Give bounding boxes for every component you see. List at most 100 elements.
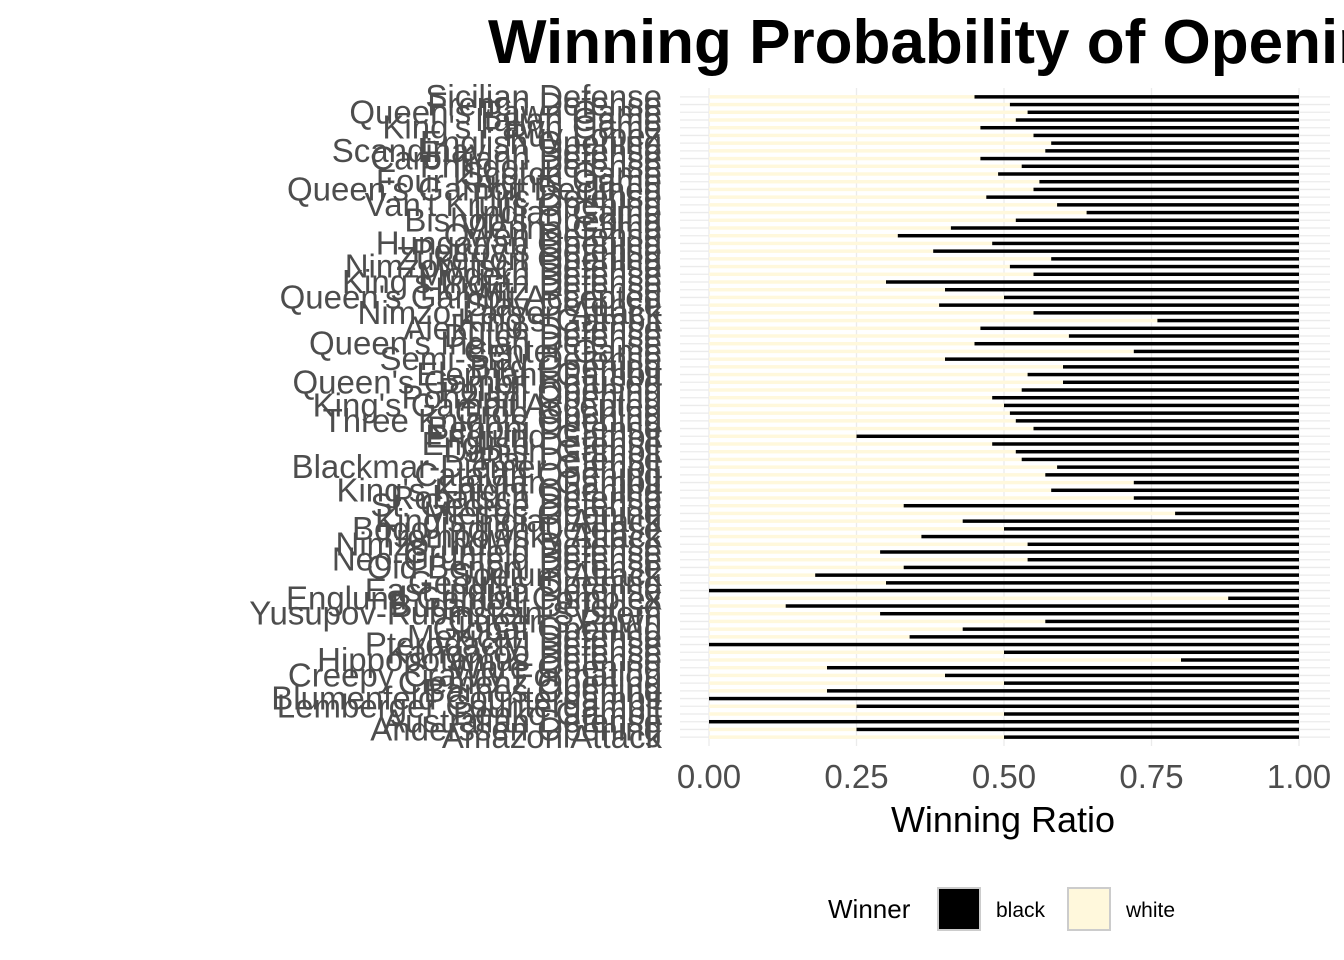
bar-segment-black <box>1051 257 1299 261</box>
bar-segment-white <box>709 102 1010 107</box>
bar-segment-white <box>709 218 1016 223</box>
bar-segment-black <box>1133 349 1299 354</box>
bar-segment-white <box>709 650 1004 655</box>
bar-segment-black <box>1033 426 1299 431</box>
bar-segment-black <box>1015 218 1299 223</box>
category-label: Caro-Kann Defense <box>370 140 662 177</box>
category-label: Vienna Game <box>461 209 662 246</box>
bar-segment-black <box>897 233 1299 238</box>
bar-segment-white <box>709 519 963 523</box>
bar-segment-white <box>709 689 827 693</box>
bar-segment-white <box>709 565 904 570</box>
bar-segment-white <box>709 395 993 400</box>
bar-segment-black <box>903 503 1299 508</box>
bar-segment-black <box>1027 110 1299 115</box>
category-label: Benoni Defense <box>427 410 662 447</box>
category-label: Sicilian Defense <box>425 78 662 115</box>
category-label: Yusupov-Rubinstein System <box>249 595 662 632</box>
bar-segment-white <box>709 542 1028 547</box>
bar-segment-black <box>886 581 1299 585</box>
bar-segment-black <box>856 727 1299 732</box>
category-label: Blackmar-Diemer Gambit <box>292 448 662 485</box>
bar-segment-white <box>709 118 1016 122</box>
bar-segment-black <box>1004 403 1299 408</box>
category-label: King's Indian Attack <box>375 502 662 539</box>
bar-segment-white <box>709 280 886 284</box>
legend-title: Winner <box>828 894 911 924</box>
bar-segment-black <box>1068 334 1299 338</box>
bar-segment-black <box>1063 380 1299 385</box>
legend: Winner black white <box>828 887 1175 931</box>
bar-segment-white <box>709 627 963 631</box>
bar-segment-black <box>1027 372 1299 377</box>
bar-segment-white <box>709 264 1010 269</box>
category-label: Hippopotamus Defense <box>317 641 662 678</box>
bar-segment-white <box>709 704 857 709</box>
bar-segment-white <box>709 419 1016 423</box>
bar-segment-black <box>1015 449 1299 454</box>
bar-segment-white <box>709 388 1022 392</box>
category-label: Bird Opening <box>469 348 662 385</box>
bar-segment-white <box>709 411 1010 415</box>
category-label: Benko Gambit <box>453 695 662 732</box>
category-label: King's Gambit Accepted <box>313 386 662 423</box>
bar-segment-white <box>709 133 1034 138</box>
category-label: Barnes Opening <box>424 672 663 709</box>
bar-segment-black <box>1086 210 1299 215</box>
category-label: King's Indian Defense <box>342 263 662 300</box>
bar-segment-white <box>709 658 1181 662</box>
bar-segment-black <box>1004 295 1299 300</box>
x-tick-label: 0.25 <box>824 758 888 795</box>
category-label: Alekhine Defense <box>403 309 662 346</box>
bar-segment-white <box>709 681 1004 685</box>
category-label: Creepy Crawly Formation <box>288 656 662 693</box>
bar-segment-black <box>709 719 1299 724</box>
category-label: Englund Gambit <box>425 417 662 454</box>
category-label: Queen's Pawn Game <box>349 93 662 130</box>
bar-segment-black <box>880 611 1299 616</box>
bar-segment-white <box>709 527 1004 531</box>
bar-segment-white <box>709 172 999 176</box>
category-label: King's Knight Opening <box>336 471 662 508</box>
category-label: Four Knights Game <box>376 163 662 200</box>
bar-segment-white <box>709 457 1022 462</box>
bar-segment-white <box>709 635 910 639</box>
category-label: Scandinavian Defense <box>332 132 662 169</box>
bar-segment-white <box>709 496 1134 500</box>
bar-segment-white <box>709 318 1158 323</box>
legend-label-white: white <box>1125 899 1175 922</box>
bar-segment-white <box>709 226 951 230</box>
x-tick-labels: 0.00 0.25 0.50 0.75 1.00 <box>677 758 1331 795</box>
bar-segment-white <box>709 550 881 554</box>
category-label: Pterodactyl Defense <box>365 626 662 663</box>
bar-segment-black <box>1009 264 1299 269</box>
category-label: Queen's Pawn <box>448 602 662 639</box>
bar-segment-black <box>998 172 1299 176</box>
bar-segment-black <box>939 303 1299 307</box>
bar-segment-white <box>709 611 881 616</box>
category-label: Dutch Defense <box>444 317 662 354</box>
category-label: Englund Gambit Complex <box>286 579 663 616</box>
category-label: Lemberger Countergambit <box>277 687 662 724</box>
category-label: Kangaroo Defense <box>387 633 662 670</box>
category-label: Nimzo-Indian Defense <box>336 525 663 562</box>
bar-segment-black <box>1027 542 1299 547</box>
bar-segment-white <box>709 473 1046 477</box>
legend-label-black: black <box>996 899 1046 922</box>
x-tick-label: 0.50 <box>972 758 1036 795</box>
category-label: St. George Defense <box>370 487 662 524</box>
category-label: Mieses Opening <box>424 494 662 531</box>
bar-segment-white <box>709 712 1004 716</box>
bar-segment-black <box>992 395 1299 400</box>
bar-segment-white <box>709 141 1052 145</box>
bar-segment-white <box>709 372 1028 377</box>
category-label: Slav Defense <box>466 286 662 323</box>
bar-segment-black <box>1027 557 1299 562</box>
bar-segment-black <box>1057 465 1299 469</box>
category-label: Queen's Gambit Declined <box>287 170 662 207</box>
bar-segment-black <box>709 642 1299 647</box>
bar-segment-black <box>980 156 1299 161</box>
category-label: Italian Game <box>475 101 662 138</box>
bar-segment-white <box>709 449 1016 454</box>
category-label: Semi-Slav Defense <box>380 340 662 377</box>
